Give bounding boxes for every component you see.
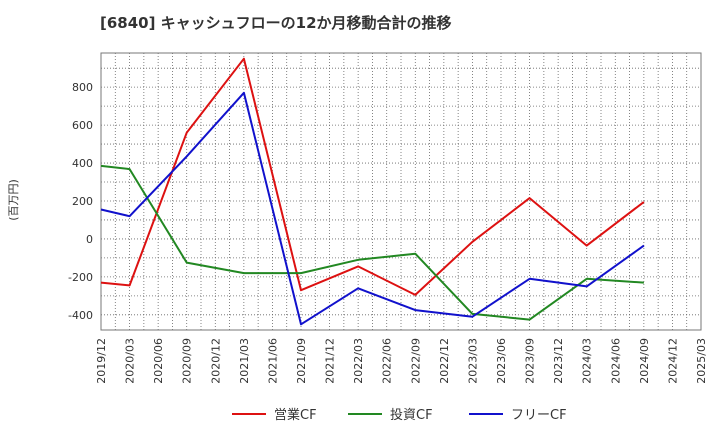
x-tick-label: 2024/03 [581, 338, 594, 384]
x-tick-label: 2024/09 [638, 338, 651, 384]
chart-title: [6840] キャッシュフローの12か月移動合計の推移 [100, 14, 452, 32]
y-tick-label: 400 [72, 157, 93, 170]
grid-lines [100, 53, 702, 330]
x-tick-label: 2020/09 [181, 338, 194, 384]
legend-label-1: 投資CF [390, 407, 433, 423]
x-tick-label: 2022/09 [409, 338, 422, 384]
x-tick-label: 2020/12 [209, 338, 222, 384]
legend: 営業CF 投資CF フリーCF [232, 407, 567, 423]
x-tick-label: 2023/03 [466, 338, 479, 384]
x-tick-label: 2020/06 [152, 338, 165, 384]
y-tick-label: 600 [72, 119, 93, 132]
x-tick-label: 2019/12 [95, 338, 108, 384]
x-tick-label: 2023/09 [524, 338, 537, 384]
series-line-2 [100, 91, 645, 326]
x-tick-label: 2023/06 [495, 338, 508, 384]
y-tick-label: 200 [72, 195, 93, 208]
x-tick-label: 2024/06 [609, 338, 622, 384]
x-tick-label: 2023/12 [552, 338, 565, 384]
legend-label-2: フリーCF [511, 408, 567, 423]
y-axis-label: (百万円) [7, 179, 20, 221]
x-tick-label: 2021/06 [266, 338, 279, 384]
x-tick-labels: 2019/12 2020/03 2020/06 2020/09 2020/12 2021/… [95, 338, 708, 384]
x-tick-label: 2020/03 [124, 338, 137, 384]
series-line-1 [100, 164, 644, 321]
legend-label-0: 営業CF [274, 407, 317, 423]
x-tick-label: 2022/06 [381, 338, 394, 384]
x-tick-label: 2022/12 [438, 338, 451, 384]
x-tick-label: 2021/12 [324, 338, 337, 384]
x-tick-label: 2022/03 [352, 338, 365, 384]
x-tick-label: 2021/03 [238, 338, 251, 384]
x-tick-label: 2025/03 [695, 338, 708, 384]
series-lines [100, 57, 645, 326]
y-tick-label: -200 [68, 271, 93, 284]
y-tick-label: -400 [68, 309, 93, 322]
x-tick-label: 2024/12 [666, 338, 679, 384]
y-tick-label: 800 [72, 81, 93, 94]
plot-frame [100, 52, 702, 331]
series-line-0 [100, 57, 645, 296]
y-tick-label: 0 [86, 233, 93, 246]
y-tick-labels: -400 -200 0 200 400 600 800 [68, 81, 93, 322]
x-tick-label: 2021/09 [295, 338, 308, 384]
